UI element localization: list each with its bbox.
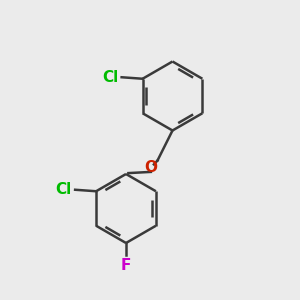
Text: Cl: Cl [55, 182, 71, 197]
Text: Cl: Cl [102, 70, 118, 85]
Text: F: F [121, 258, 131, 273]
Text: O: O [144, 160, 158, 175]
